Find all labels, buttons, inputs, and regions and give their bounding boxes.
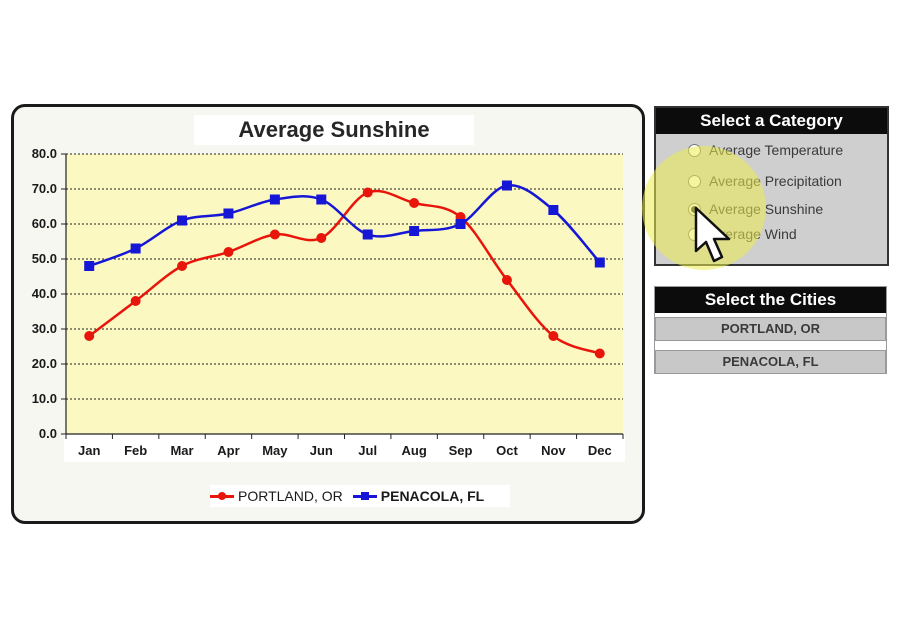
legend-swatch-penacola (352, 490, 377, 502)
x-tick-label: Jul (358, 443, 377, 458)
option-average-precipitation[interactable]: Average Precipitation (688, 173, 842, 189)
x-tick-label: Jun (310, 443, 333, 458)
x-tick-label: Mar (170, 443, 193, 458)
option-label: Average Precipitation (709, 173, 842, 189)
data-point-portland-or (84, 331, 95, 341)
data-point-portland-or (269, 229, 280, 240)
data-point-penacola-fl (84, 261, 95, 271)
y-tick-label: 40.0 (32, 286, 57, 301)
radio-average-temperature[interactable] (688, 143, 701, 157)
option-average-temperature[interactable]: Average Temperature (688, 142, 843, 158)
city-button-portland[interactable]: PORTLAND, OR (655, 317, 886, 341)
data-point-penacola-fl (455, 219, 466, 229)
data-point-penacola-fl (223, 208, 234, 219)
chart-legend: PORTLAND, OR PENACOLA, FL (210, 485, 510, 507)
cities-panel-title: Select the Cities (655, 287, 886, 313)
legend-label-portland: PORTLAND, OR (238, 488, 343, 504)
data-point-penacola-fl (409, 226, 420, 236)
x-tick-label: Apr (217, 443, 239, 458)
data-point-penacola-fl (548, 205, 559, 215)
data-point-penacola-fl (177, 215, 188, 226)
legend-label-penacola: PENACOLA, FL (380, 488, 485, 504)
sunshine-chart: 0.0 10.0 20.0 30.0 40.0 50.0 60.0 70.0 80.0 Jan Fe… (32, 146, 625, 462)
legend-item-portland: PORTLAND, OR (210, 488, 343, 504)
city-button-penacola[interactable]: PENACOLA, FL (655, 350, 886, 374)
x-tick-label: Nov (541, 443, 566, 458)
data-point-portland-or (177, 261, 188, 271)
chart-title: Average Sunshine (194, 115, 474, 145)
x-tick-label: Feb (124, 443, 147, 458)
x-tick-label: Oct (496, 443, 518, 458)
data-point-portland-or (223, 247, 234, 257)
x-tick-label: Aug (401, 443, 426, 458)
y-tick-label: 80.0 (32, 146, 57, 161)
option-label: Average Temperature (709, 142, 844, 158)
x-tick-label: Dec (588, 443, 612, 458)
y-tick-label: 30.0 (32, 321, 57, 336)
data-point-penacola-fl (594, 257, 605, 268)
y-tick-label: 60.0 (32, 216, 57, 231)
category-panel: Select a Category Average Temperature Av… (654, 106, 889, 266)
data-point-penacola-fl (130, 243, 141, 254)
data-point-portland-or (501, 275, 512, 285)
x-tick-label: Sep (449, 443, 473, 458)
radio-average-precipitation[interactable] (688, 174, 701, 188)
x-tick-label: May (262, 443, 288, 458)
data-point-portland-or (548, 331, 559, 341)
data-point-portland-or (594, 348, 605, 359)
y-tick-label: 70.0 (32, 181, 57, 196)
data-point-penacola-fl (269, 194, 280, 205)
legend-swatch-portland (210, 490, 234, 502)
category-panel-title: Select a Category (656, 108, 887, 134)
y-tick-label: 10.0 (32, 391, 57, 406)
data-point-portland-or (362, 187, 373, 198)
legend-item-penacola: PENACOLA, FL (352, 488, 485, 504)
data-point-portland-or (409, 198, 420, 208)
y-tick-label: 20.0 (32, 356, 57, 371)
y-tick-label: 0.0 (39, 426, 57, 441)
data-point-penacola-fl (316, 194, 327, 205)
data-point-portland-or (130, 296, 141, 306)
chart-card: Average Sunshine 0.0 10.0 20.0 30.0 40.0 50.0… (11, 104, 645, 524)
data-point-penacola-fl (362, 229, 373, 240)
cities-panel: Select the Cities PORTLAND, OR PENACOLA,… (654, 286, 887, 374)
x-tick-label: Jan (78, 443, 100, 458)
mouse-pointer-icon (694, 206, 731, 263)
y-tick-label: 50.0 (32, 251, 57, 266)
data-point-portland-or (316, 233, 327, 243)
data-point-penacola-fl (501, 180, 512, 191)
